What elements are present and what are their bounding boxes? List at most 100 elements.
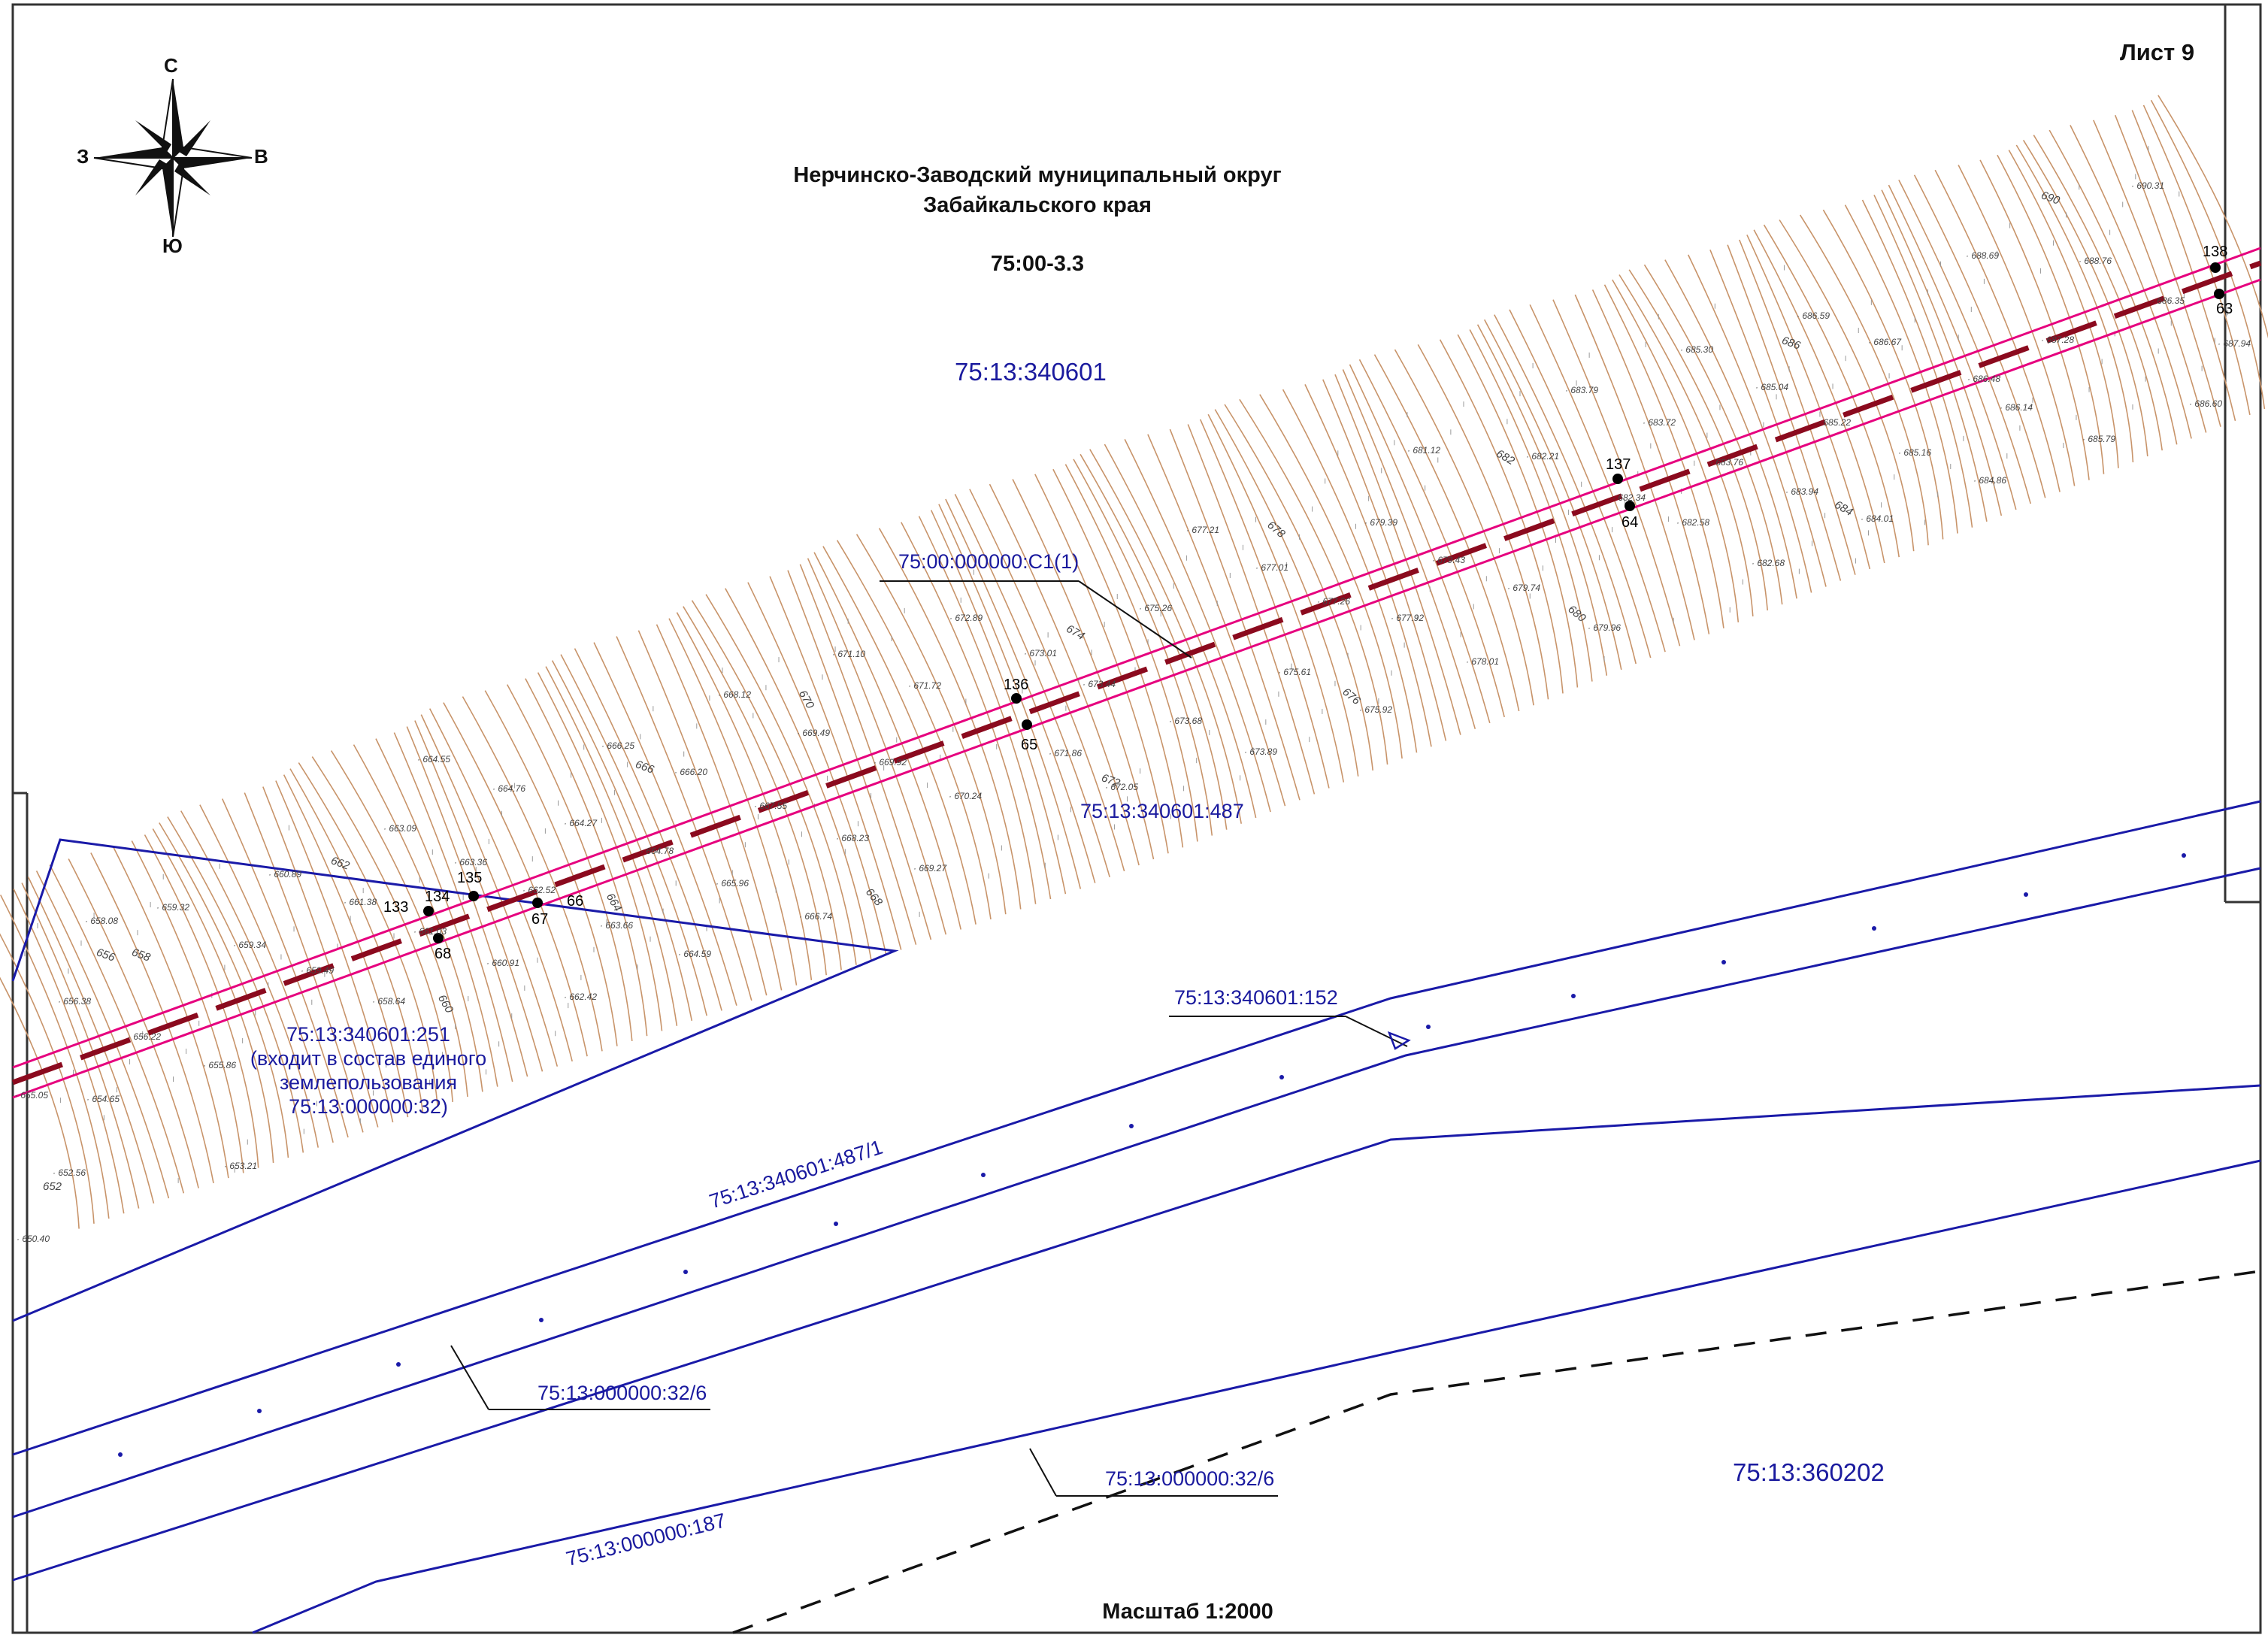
spot-elevation: · 678.01 [1466, 656, 1500, 667]
point-63-marker[interactable] [2214, 289, 2224, 299]
spot-elevation: · 663.36 [454, 857, 488, 867]
contour-lines [0, 95, 2268, 1229]
spot-elevation: · 685.16 [1898, 447, 1932, 458]
contour-line [1746, 235, 1871, 570]
point-label-63: 63 [2216, 301, 2233, 317]
contour-line [1394, 349, 1534, 706]
contour-line [406, 726, 528, 1077]
spot-elevation: · 683.79 [1565, 385, 1599, 395]
contour-line [462, 696, 603, 1052]
contour-line [525, 678, 648, 1037]
point-label-68: 68 [435, 946, 452, 962]
block-label-bottom-right: 75:13:360202 [1733, 1458, 1885, 1486]
contour-line [855, 534, 1007, 915]
contour-line [989, 483, 1140, 866]
spot-elevation: · 677.26 [1317, 596, 1351, 607]
contour-line [90, 852, 214, 1184]
spot-elevation: · 679.39 [1364, 517, 1398, 528]
contour-line [1282, 389, 1418, 753]
spot-elevation: · 671.10 [832, 649, 866, 659]
spot-elevation: · 654.65 [86, 1094, 120, 1104]
road-dot [396, 1362, 401, 1367]
contour-line [167, 816, 304, 1153]
contour-line [938, 504, 1082, 889]
contour-line [1603, 284, 1724, 628]
contour-line [283, 774, 409, 1118]
contour-line [1012, 479, 1155, 860]
parcel-251-line-2: (входит в состав единого [250, 1047, 487, 1070]
spot-elevation: · 677.21 [1186, 525, 1220, 535]
contour-line [1064, 464, 1198, 842]
contour-line [144, 834, 259, 1168]
contour-line [1979, 159, 2090, 480]
point-135-marker[interactable] [468, 891, 479, 901]
contour-line [330, 750, 468, 1098]
contour-line [799, 564, 932, 940]
spot-elevation: · 685.04 [1755, 382, 1789, 392]
point-67-marker[interactable] [532, 898, 543, 908]
parcel-32-6-label-a: 75:13:000000:32/6 [537, 1382, 707, 1404]
contour-line [1214, 409, 1359, 777]
contour-line [1898, 180, 2031, 504]
spot-elevation: · 656.22 [128, 1031, 162, 1042]
spot-elevation: · 679.74 [1507, 583, 1541, 593]
spot-elevation: · 666.20 [674, 767, 708, 777]
spot-elevation: · 686.48 [1967, 374, 2001, 384]
point-label-66: 66 [567, 893, 584, 910]
spot-elevation: · 659.32 [156, 902, 190, 913]
contour-line [1709, 249, 1827, 587]
scale-label: Масштаб 1:2000 [1102, 1600, 1273, 1624]
contour-line [1373, 354, 1520, 712]
contour-line [1224, 404, 1373, 771]
spot-elevation: · 652.56 [53, 1167, 86, 1178]
road-dots [118, 853, 2186, 1457]
contour-line [2070, 125, 2192, 439]
spot-elevation: · 687.94 [2218, 338, 2251, 349]
point-133-134-marker[interactable] [423, 906, 434, 916]
contour-line [1239, 398, 1388, 765]
contour-line [969, 489, 1125, 872]
contour-line [930, 510, 1067, 895]
spot-elevation: · 682.68 [1752, 558, 1785, 568]
road-dot [1279, 1075, 1284, 1079]
road-boundary-1 [12, 800, 2261, 1456]
title-line-2: Забайкальского края [923, 193, 1152, 217]
spot-elevation: · 662.52 [522, 885, 556, 895]
point-136-marker[interactable] [1011, 693, 1022, 704]
road-dot [118, 1452, 123, 1457]
contour-line [311, 756, 453, 1102]
compass-rose [93, 78, 253, 238]
point-64-marker[interactable] [1625, 501, 1635, 511]
contour-line [1552, 299, 1681, 646]
contour-line [1844, 204, 1958, 534]
contour-line [1934, 169, 2061, 492]
contour-line [1873, 194, 1988, 522]
point-65-marker[interactable] [1022, 719, 1032, 730]
spot-elevation: · 685.79 [2082, 434, 2116, 444]
spot-elevation: · 663.09 [383, 823, 417, 834]
spot-elevation: · 669.49 [797, 728, 831, 738]
spot-elevation: · 690.31 [2131, 180, 2165, 191]
contour-line [1187, 424, 1316, 795]
point-137-marker[interactable] [1612, 474, 1623, 484]
contour-line [1342, 369, 1476, 729]
contour-line [769, 576, 902, 950]
contour-line [2093, 120, 2207, 433]
contour-line [1628, 269, 1768, 611]
contour-line [180, 810, 319, 1148]
contour-line [1861, 199, 1973, 528]
object-line-upper [12, 247, 2261, 1069]
point-68-marker[interactable] [433, 933, 444, 943]
contour-line [787, 570, 917, 945]
contour-line [593, 642, 737, 1006]
contour-line [945, 498, 1096, 883]
road-boundary-3 [12, 1084, 2261, 1582]
contour-line [375, 738, 498, 1087]
point-138-marker[interactable] [2210, 262, 2221, 273]
contour-line [1334, 374, 1461, 735]
point-label-134: 134 [425, 889, 450, 905]
contour-line [1612, 279, 1740, 622]
contour-line [1417, 344, 1549, 700]
contour-line [1574, 294, 1695, 640]
